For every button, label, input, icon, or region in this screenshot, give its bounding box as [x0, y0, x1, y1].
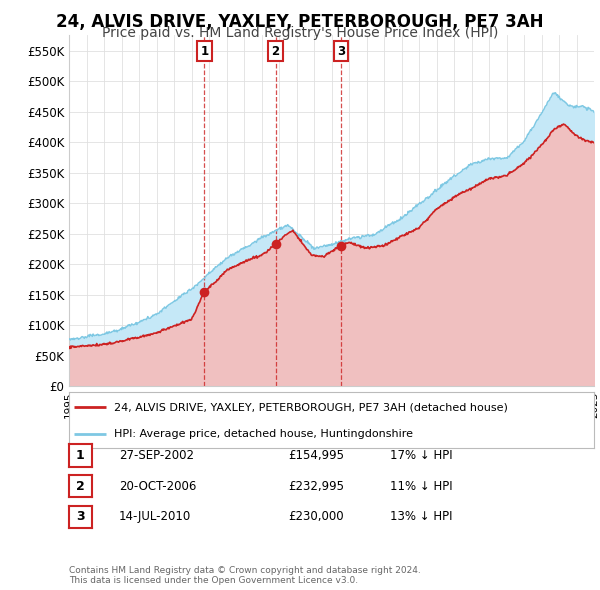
Text: £232,995: £232,995: [288, 480, 344, 493]
Text: 1: 1: [76, 449, 85, 462]
Text: 1: 1: [200, 45, 209, 58]
Text: Price paid vs. HM Land Registry's House Price Index (HPI): Price paid vs. HM Land Registry's House …: [102, 26, 498, 40]
Text: 11% ↓ HPI: 11% ↓ HPI: [390, 480, 452, 493]
Text: 3: 3: [76, 510, 85, 523]
Text: 27-SEP-2002: 27-SEP-2002: [119, 449, 194, 462]
Text: 2: 2: [76, 480, 85, 493]
Text: HPI: Average price, detached house, Huntingdonshire: HPI: Average price, detached house, Hunt…: [113, 430, 413, 440]
Text: 24, ALVIS DRIVE, YAXLEY, PETERBOROUGH, PE7 3AH (detached house): 24, ALVIS DRIVE, YAXLEY, PETERBOROUGH, P…: [113, 402, 508, 412]
Text: 14-JUL-2010: 14-JUL-2010: [119, 510, 191, 523]
Text: £154,995: £154,995: [288, 449, 344, 462]
Text: £230,000: £230,000: [288, 510, 344, 523]
Text: 13% ↓ HPI: 13% ↓ HPI: [390, 510, 452, 523]
Text: 20-OCT-2006: 20-OCT-2006: [119, 480, 196, 493]
Text: 17% ↓ HPI: 17% ↓ HPI: [390, 449, 452, 462]
Text: 24, ALVIS DRIVE, YAXLEY, PETERBOROUGH, PE7 3AH: 24, ALVIS DRIVE, YAXLEY, PETERBOROUGH, P…: [56, 13, 544, 31]
Text: 2: 2: [271, 45, 280, 58]
Text: Contains HM Land Registry data © Crown copyright and database right 2024.
This d: Contains HM Land Registry data © Crown c…: [69, 566, 421, 585]
Text: 3: 3: [337, 45, 345, 58]
